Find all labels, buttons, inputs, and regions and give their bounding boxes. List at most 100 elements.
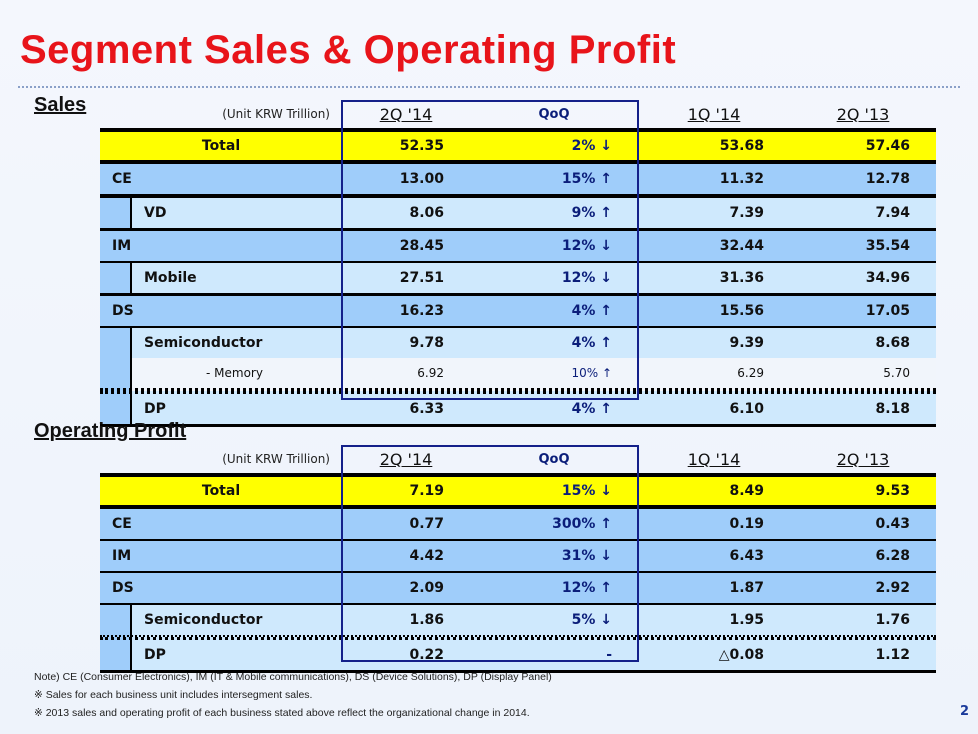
- column-header: QoQ: [538, 451, 570, 467]
- sales-section-label: Sales: [34, 94, 87, 116]
- value-cell: 2.92: [875, 580, 910, 596]
- value-cell: 16.23: [399, 303, 444, 319]
- qoq-value: 15% ↑: [561, 171, 612, 187]
- value-cell: 9.39: [729, 335, 764, 351]
- value-cell: 2.09: [409, 580, 444, 596]
- value-cell: 28.45: [399, 238, 444, 254]
- value-cell: 1.76: [875, 612, 910, 628]
- table-header-row: (Unit KRW Trillion) 2Q '14 QoQ 1Q '14 2Q '13: [100, 445, 936, 473]
- value-cell: 1.12: [875, 647, 910, 663]
- qoq-value: 4% ↑: [571, 303, 612, 319]
- column-header: 1Q '14: [687, 104, 741, 124]
- value-cell: 9.78: [409, 335, 444, 351]
- value-cell: 8.06: [409, 205, 444, 221]
- table-header-row: (Unit KRW Trillion) 2Q '14 QoQ 1Q '14 2Q '13: [100, 100, 936, 128]
- column-header: 2Q '13: [836, 449, 890, 469]
- qoq-value: 12% ↓: [561, 238, 612, 254]
- value-cell: 0.43: [875, 516, 910, 532]
- value-cell: 32.44: [719, 238, 764, 254]
- qoq-value: 4% ↑: [571, 401, 612, 417]
- table-row: IM 28.45 12% ↓ 32.44 35.54: [100, 231, 936, 261]
- value-cell: 4.42: [409, 548, 444, 564]
- value-cell: 35.54: [865, 238, 910, 254]
- row-label: CE: [112, 516, 132, 532]
- title-divider: [18, 86, 960, 88]
- qoq-value: 9% ↑: [571, 205, 612, 221]
- row-label: IM: [112, 548, 132, 564]
- column-header: QoQ: [538, 106, 570, 122]
- qoq-value: 12% ↓: [561, 270, 612, 286]
- qoq-value: 31% ↓: [561, 548, 612, 564]
- table-row: - Memory 6.92 10% ↑ 6.29 5.70: [100, 358, 936, 391]
- table-row: Total 52.35 2% ↓ 53.68 57.46: [100, 128, 936, 164]
- table-row: IM 4.42 31% ↓ 6.43 6.28: [100, 541, 936, 573]
- qoq-value: 5% ↓: [571, 612, 612, 628]
- value-cell: 34.96: [865, 270, 910, 286]
- value-cell: 27.51: [399, 270, 444, 286]
- footnotes: Note) CE (Consumer Electronics), IM (IT …: [34, 668, 552, 722]
- qoq-value: 15% ↓: [561, 483, 612, 499]
- unit-label: (Unit KRW Trillion): [222, 107, 330, 121]
- value-cell: 6.10: [729, 401, 764, 417]
- row-label: DP: [144, 647, 166, 663]
- value-cell: 15.56: [719, 303, 764, 319]
- value-cell: 8.18: [875, 401, 910, 417]
- row-label: DS: [112, 303, 134, 319]
- value-cell: 31.36: [719, 270, 764, 286]
- table-row: CE 0.77 300% ↑ 0.19 0.43: [100, 509, 936, 541]
- note-line: ※ Sales for each business unit includes …: [34, 689, 313, 701]
- value-cell: △0.08: [718, 647, 764, 663]
- value-cell: 6.33: [409, 401, 444, 417]
- row-label: DS: [112, 580, 134, 596]
- note-line: Note) CE (Consumer Electronics), IM (IT …: [34, 671, 552, 683]
- table-row: DP 6.33 4% ↑ 6.10 8.18: [100, 391, 936, 427]
- value-cell: 0.22: [409, 647, 444, 663]
- column-header: 2Q '14: [379, 104, 433, 124]
- note-line: ※ 2013 sales and operating profit of eac…: [34, 707, 530, 719]
- row-label: CE: [112, 171, 132, 187]
- value-cell: 5.70: [883, 366, 910, 380]
- value-cell: 7.39: [729, 205, 764, 221]
- value-cell: 9.53: [875, 483, 910, 499]
- value-cell: 13.00: [399, 171, 444, 187]
- value-cell: 0.19: [729, 516, 764, 532]
- value-cell: 8.68: [875, 335, 910, 351]
- qoq-value: 10% ↑: [571, 366, 612, 380]
- page-title: Segment Sales & Operating Profit: [20, 28, 677, 72]
- row-label: Mobile: [144, 270, 197, 286]
- row-label: - Memory: [206, 366, 263, 380]
- value-cell: 57.46: [865, 138, 910, 154]
- page-number: 2: [960, 704, 970, 719]
- table-row: DS 16.23 4% ↑ 15.56 17.05: [100, 296, 936, 326]
- value-cell: 12.78: [865, 171, 910, 187]
- operating-profit-table: (Unit KRW Trillion) 2Q '14 QoQ 1Q '14 2Q '13…: [100, 445, 936, 673]
- value-cell: 8.49: [729, 483, 764, 499]
- table-row: DS 2.09 12% ↑ 1.87 2.92: [100, 573, 936, 603]
- row-label: Total: [201, 138, 241, 154]
- qoq-value: 4% ↑: [571, 335, 612, 351]
- table-row: Semiconductor 1.86 5% ↓ 1.95 1.76: [100, 603, 936, 637]
- value-cell: 52.35: [399, 138, 444, 154]
- row-label: Semiconductor: [144, 335, 263, 351]
- table-row: Semiconductor 9.78 4% ↑ 9.39 8.68: [100, 326, 936, 358]
- operating-profit-section-label: Operating Profit: [34, 420, 187, 442]
- row-label: Semiconductor: [144, 612, 263, 628]
- qoq-value: 300% ↑: [552, 516, 612, 532]
- value-cell: 1.95: [729, 612, 764, 628]
- qoq-value: 12% ↑: [561, 580, 612, 596]
- value-cell: 11.32: [719, 171, 764, 187]
- table-row: CE 13.00 15% ↑ 11.32 12.78: [100, 164, 936, 196]
- table-row: DP 0.22 - △0.08 1.12: [100, 637, 936, 673]
- value-cell: 7.19: [409, 483, 444, 499]
- value-cell: 0.77: [409, 516, 444, 532]
- sales-table: (Unit KRW Trillion) 2Q '14 QoQ 1Q '14 2Q '13…: [100, 100, 936, 427]
- table-row: Mobile 27.51 12% ↓ 31.36 34.96: [100, 261, 936, 296]
- qoq-value: 2% ↓: [571, 138, 612, 154]
- row-label: VD: [144, 205, 167, 221]
- column-header: 1Q '14: [687, 449, 741, 469]
- table-row: Total 7.19 15% ↓ 8.49 9.53: [100, 473, 936, 509]
- value-cell: 7.94: [875, 205, 910, 221]
- value-cell: 6.29: [737, 366, 764, 380]
- column-header: 2Q '14: [379, 449, 433, 469]
